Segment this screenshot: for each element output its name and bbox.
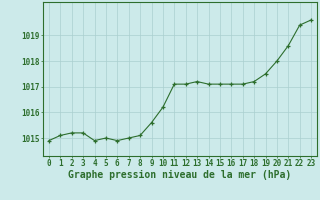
X-axis label: Graphe pression niveau de la mer (hPa): Graphe pression niveau de la mer (hPa): [68, 170, 292, 180]
